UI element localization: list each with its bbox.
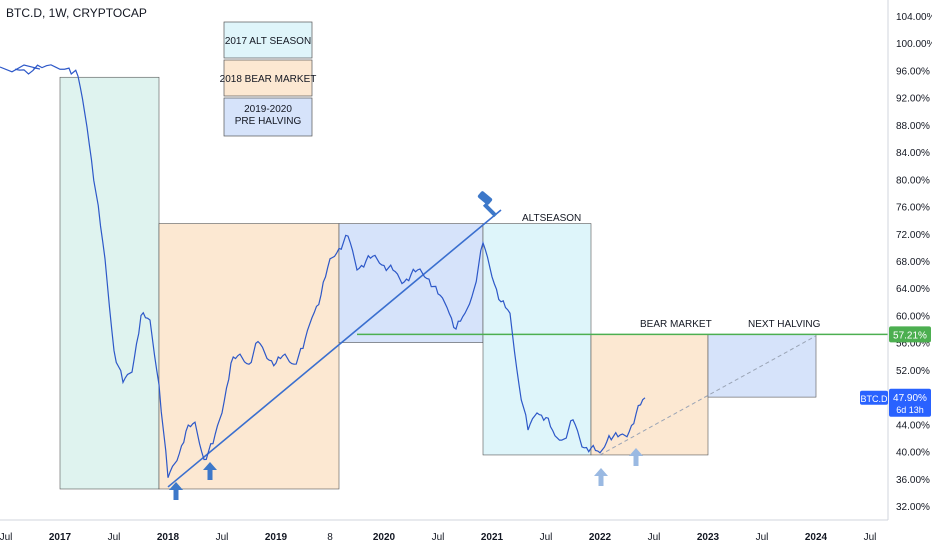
y-tick-label: 76.00% xyxy=(896,203,930,214)
x-tick-label: Jul xyxy=(432,532,445,543)
countdown-label: 6d 13h xyxy=(896,405,924,415)
y-tick-label: 92.00% xyxy=(896,94,930,105)
annotation-altseason: ALTSEASON xyxy=(522,213,581,224)
arrow-up-icon xyxy=(169,482,183,500)
x-tick-label: 2020 xyxy=(373,532,396,543)
legend-pre-box xyxy=(223,97,313,137)
legend-alt-label: 2017 ALT SEASON xyxy=(225,36,311,47)
x-tick-label: Jul xyxy=(0,532,12,543)
x-tick-label: 2018 xyxy=(157,532,180,543)
x-tick-label: Jul xyxy=(648,532,661,543)
zone-altseason xyxy=(482,223,592,456)
y-tick-label: 100.00% xyxy=(896,39,932,50)
symbol-badge-label: BTC.D xyxy=(861,394,889,404)
zone-2018-bear-market xyxy=(158,223,340,490)
y-tick-label: 96.00% xyxy=(896,66,930,77)
arrow-up-icon xyxy=(594,468,608,486)
x-tick-label: 2021 xyxy=(481,532,504,543)
x-tick-label: 8 xyxy=(327,532,333,543)
price-badge xyxy=(889,388,931,417)
chart-title: BTC.D, 1W, CRYPTOCAP xyxy=(6,6,147,20)
y-tick-label: 64.00% xyxy=(896,284,930,295)
price-line[interactable] xyxy=(14,64,646,478)
projection-line xyxy=(599,335,817,456)
y-tick-label: 44.00% xyxy=(896,420,930,431)
y-tick-label: 52.00% xyxy=(896,366,930,377)
x-tick-label: 2017 xyxy=(49,532,72,543)
y-tick-label: 40.00% xyxy=(896,448,930,459)
arrow-up-icon xyxy=(203,462,217,480)
x-tick-label: Jul xyxy=(540,532,553,543)
legend-pre-label-1: 2019-2020 xyxy=(244,104,292,115)
trendline xyxy=(167,209,502,488)
zone-next-halving xyxy=(707,334,817,398)
y-tick-label: 88.00% xyxy=(896,121,930,132)
x-tick-label: 2024 xyxy=(805,532,828,543)
y-tick-label: 36.00% xyxy=(896,475,930,486)
x-tick-label: Jul xyxy=(864,532,877,543)
hammer-icon xyxy=(477,191,493,205)
zone-2019-2020-pre-halving xyxy=(338,223,484,343)
price-line-early xyxy=(0,64,41,73)
x-tick-label: Jul xyxy=(108,532,121,543)
level-badge xyxy=(889,326,931,343)
legend-bear-label: 2018 BEAR MARKET xyxy=(220,74,317,85)
annotation-bear-market: BEAR MARKET xyxy=(640,319,712,330)
x-tick-label: 2023 xyxy=(697,532,720,543)
arrow-up-icon xyxy=(629,448,643,466)
x-tick-label: Jul xyxy=(216,532,229,543)
y-tick-label: 56.00% xyxy=(896,339,930,350)
zone-2017-alt-season xyxy=(59,76,160,490)
legend-alt-box xyxy=(223,21,313,59)
x-tick-label: Jul xyxy=(756,532,769,543)
hammer-handle-icon xyxy=(482,202,498,218)
y-tick-label: 32.00% xyxy=(896,502,930,513)
y-tick-label: 72.00% xyxy=(896,230,930,241)
price-badge-label: 47.90% xyxy=(893,393,927,404)
y-tick-label: 104.00% xyxy=(896,12,932,23)
symbol-badge xyxy=(860,390,888,405)
annotation-next-halving: NEXT HALVING xyxy=(748,319,821,330)
legend-pre-label-2: PRE HALVING xyxy=(235,116,302,127)
y-tick-label: 68.00% xyxy=(896,257,930,268)
level-badge-label: 57.21% xyxy=(893,330,927,341)
y-tick-label: 80.00% xyxy=(896,175,930,186)
x-tick-label: 2022 xyxy=(589,532,612,543)
y-tick-label: 60.00% xyxy=(896,311,930,322)
legend-bear-box xyxy=(223,59,313,97)
y-tick-label: 84.00% xyxy=(896,148,930,159)
x-tick-label: 2019 xyxy=(265,532,288,543)
